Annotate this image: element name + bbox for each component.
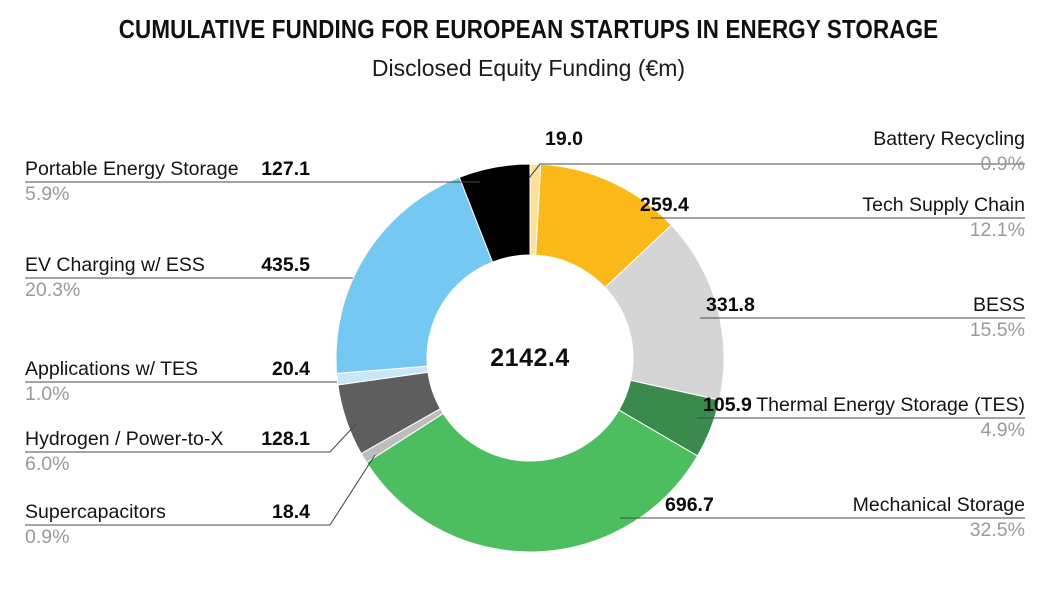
- donut-chart: [320, 158, 740, 558]
- callout-value: 128.1: [261, 428, 310, 450]
- callout-percent: 15.5%: [969, 319, 1025, 341]
- callout-percent: 0.9%: [980, 153, 1025, 175]
- callout-value: 105.9: [703, 394, 752, 416]
- callout-value: 331.8: [706, 294, 755, 316]
- callout-battery-recycling[interactable]: Battery Recycling 0.9%: [740, 128, 1025, 176]
- callout-portable-energy-storage[interactable]: Portable Energy Storage 127.1 5.9%: [25, 158, 310, 206]
- callout-label: BESS: [972, 294, 1025, 316]
- callout-percent: 20.3%: [25, 279, 81, 301]
- donut-slice[interactable]: [604, 224, 725, 401]
- page-title: CUMULATIVE FUNDING FOR EUROPEAN STARTUPS…: [118, 14, 939, 44]
- callout-percent: 0.9%: [25, 526, 70, 548]
- callout-percent: 12.1%: [969, 219, 1025, 241]
- donut-slice[interactable]: [365, 409, 699, 553]
- callout-value: 19.0: [545, 128, 583, 150]
- callout-label: Applications w/ TES: [25, 358, 199, 380]
- callout-label: Hydrogen / Power-to-X: [25, 428, 224, 450]
- callout-supercapacitors[interactable]: Supercapacitors 18.4 0.9%: [25, 501, 310, 549]
- callout-value: 127.1: [261, 158, 310, 180]
- callout-value: 435.5: [261, 254, 310, 276]
- callout-bess[interactable]: 331.8 BESS 15.5%: [706, 294, 1025, 342]
- callout-percent: 5.9%: [25, 183, 70, 205]
- callout-label: Supercapacitors: [25, 501, 166, 523]
- callout-label: Tech Supply Chain: [862, 194, 1025, 216]
- callout-percent: 32.5%: [969, 519, 1025, 541]
- callout-ev-charging-ess[interactable]: EV Charging w/ ESS 435.5 20.3%: [25, 254, 310, 302]
- callout-value: 696.7: [665, 494, 714, 516]
- chart-subtitle: Disclosed Equity Funding (€m): [371, 55, 686, 81]
- callout-percent: 1.0%: [25, 383, 70, 405]
- callout-percent: 6.0%: [25, 453, 70, 475]
- callout-applications-tes[interactable]: Applications w/ TES 20.4 1.0%: [25, 358, 310, 406]
- callout-value: 20.4: [272, 358, 310, 380]
- callout-percent: 4.9%: [980, 419, 1025, 441]
- callout-label: Thermal Energy Storage (TES): [756, 394, 1025, 416]
- callout-value: 259.4: [640, 194, 689, 216]
- callout-label: EV Charging w/ ESS: [25, 254, 205, 276]
- callout-value: 18.4: [272, 501, 310, 523]
- callout-value-battery-recycling[interactable]: 19.0: [545, 128, 583, 151]
- callout-hydrogen-power-to-x[interactable]: Hydrogen / Power-to-X 128.1 6.0%: [25, 428, 310, 476]
- callout-label: Portable Energy Storage: [25, 158, 239, 180]
- callout-label: Mechanical Storage: [852, 494, 1025, 516]
- callout-tech-supply-chain[interactable]: 259.4 Tech Supply Chain 12.1%: [640, 194, 1025, 242]
- donut-slice-group: [335, 163, 725, 553]
- callout-thermal-energy-storage[interactable]: 105.9 Thermal Energy Storage (TES) 4.9%: [703, 394, 1025, 442]
- donut-slice[interactable]: [335, 176, 494, 374]
- callout-label: Battery Recycling: [873, 128, 1025, 150]
- callout-mechanical-storage[interactable]: 696.7 Mechanical Storage 32.5%: [665, 494, 1025, 542]
